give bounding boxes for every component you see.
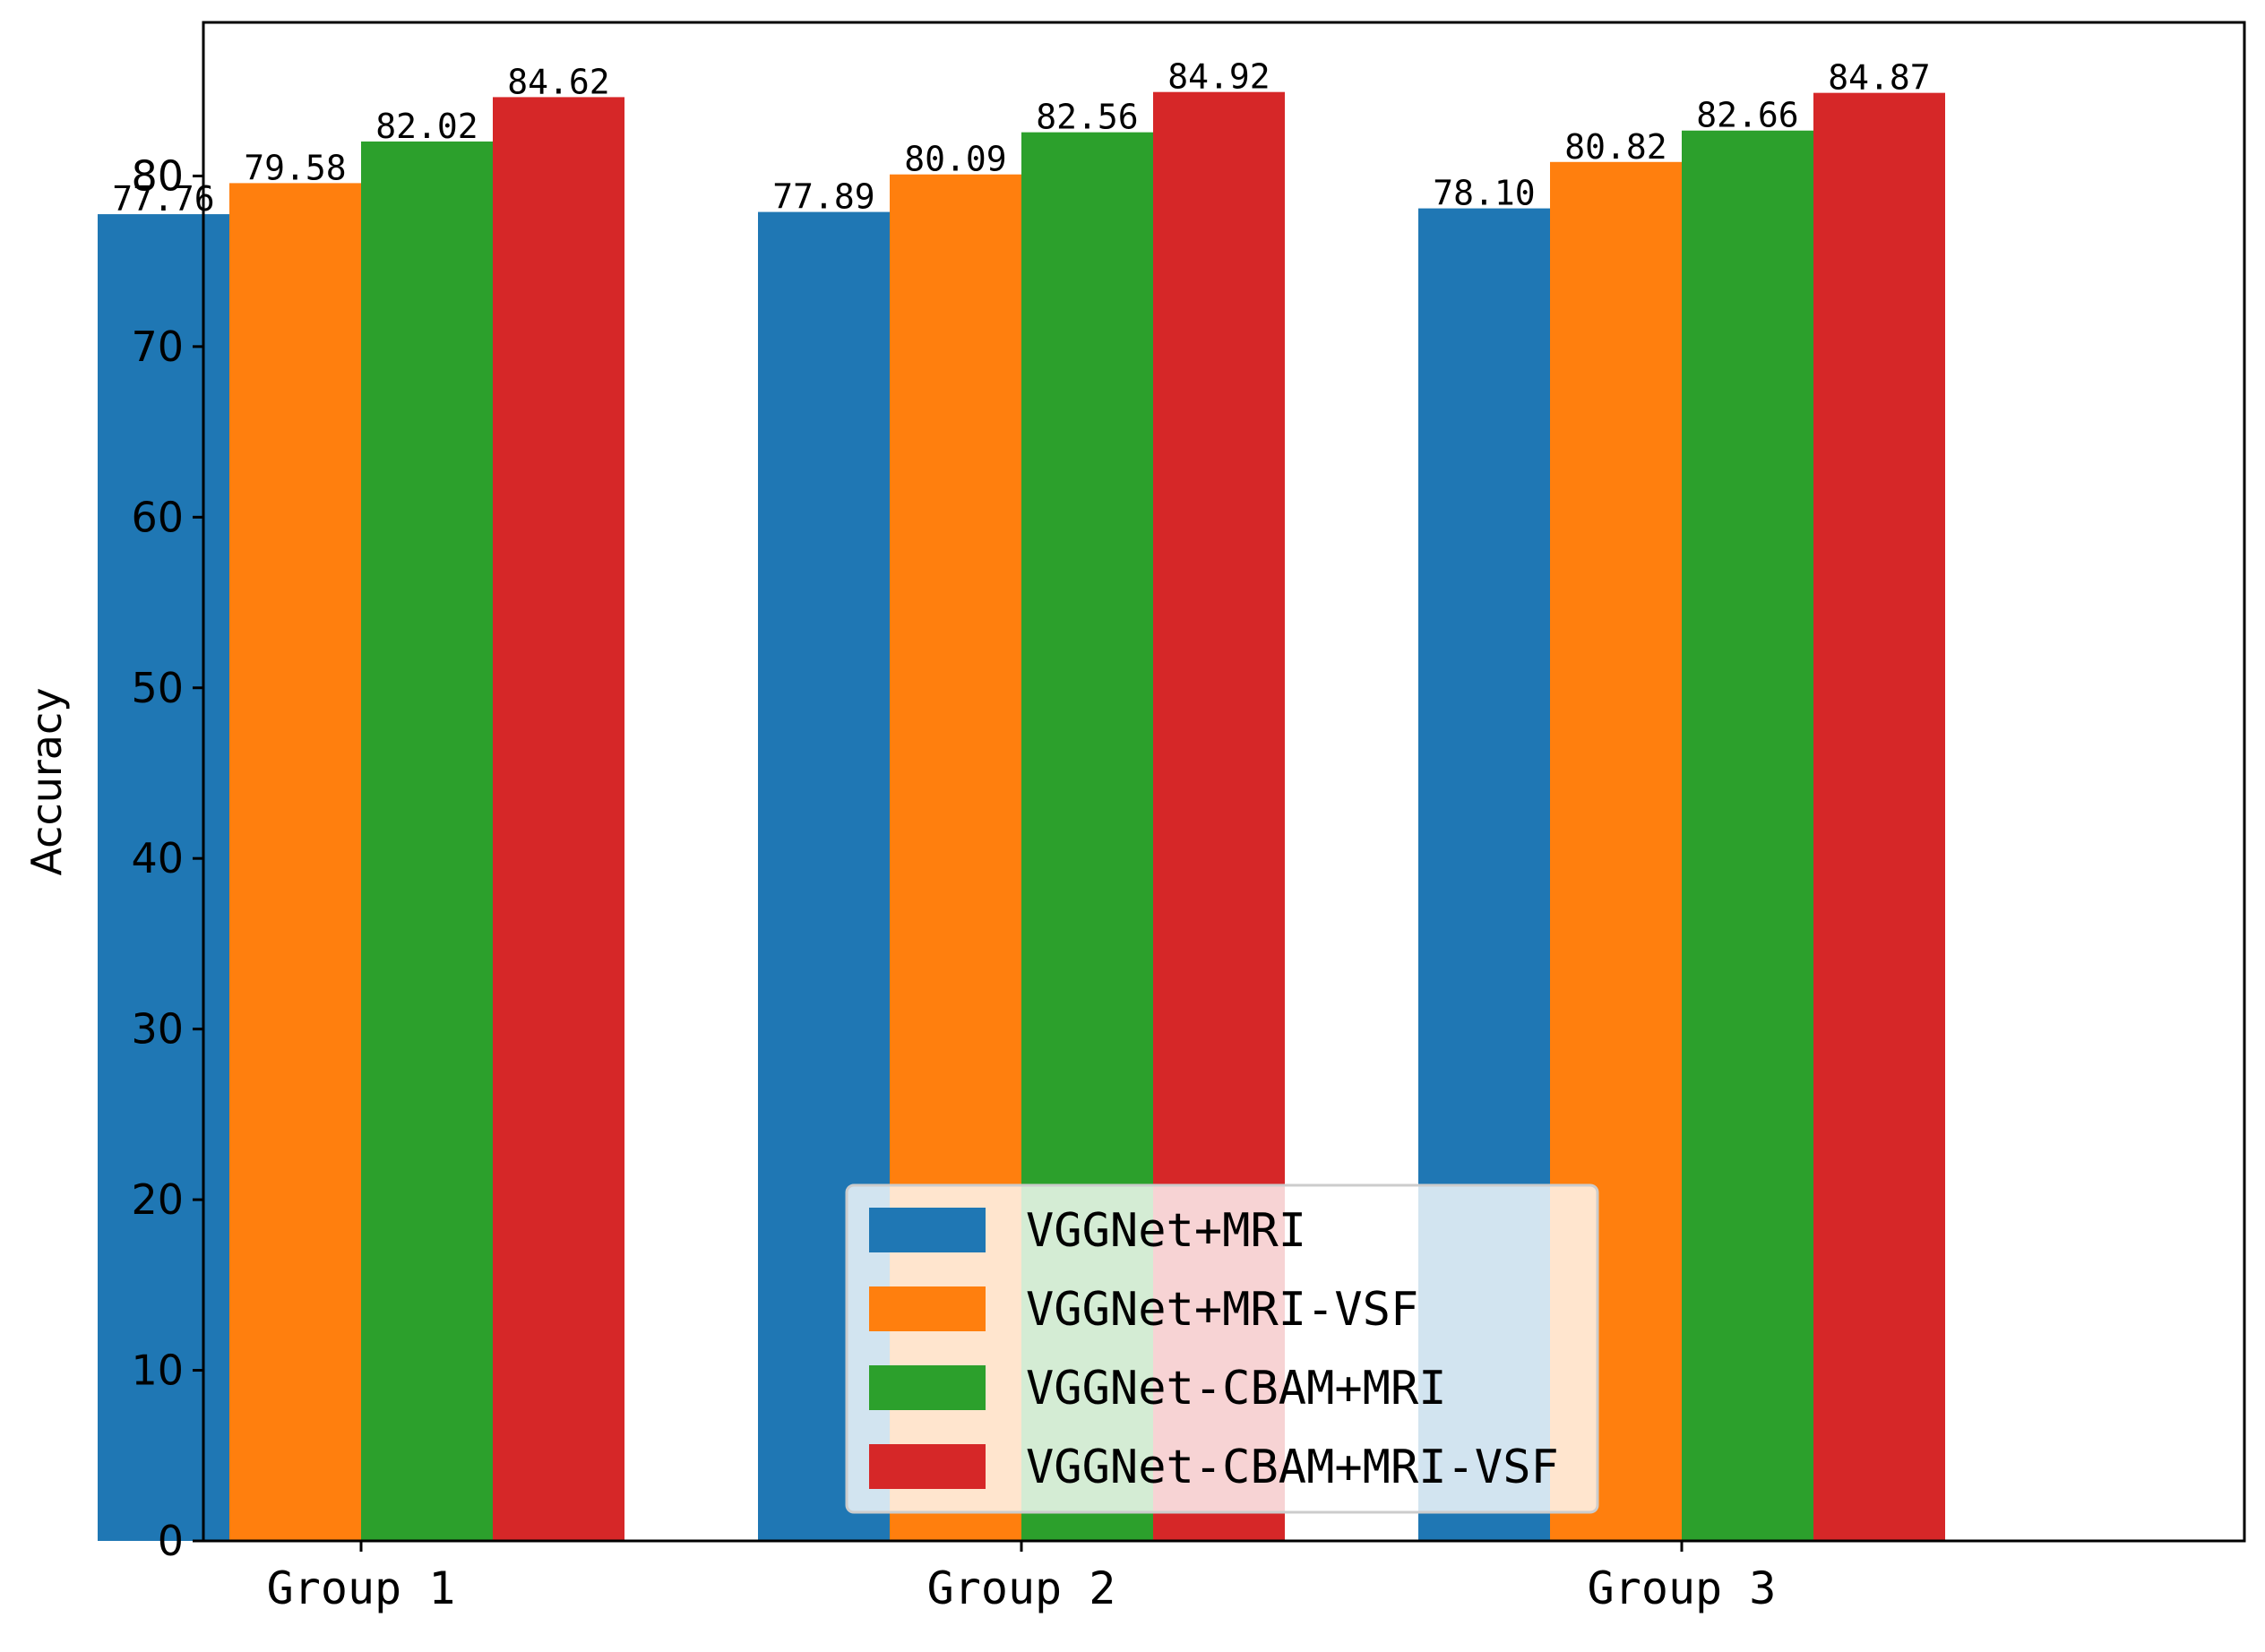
bar-value-label: 77.89	[772, 177, 874, 217]
bar-value-label: 84.92	[1167, 57, 1270, 97]
legend-label: VGGNet+MRI	[1026, 1204, 1306, 1258]
bar-value-label: 79.58	[244, 148, 346, 187]
y-axis-label: Accuracy	[22, 687, 71, 875]
bar-value-label: 84.62	[507, 62, 609, 101]
y-tick-label: 10	[131, 1347, 184, 1395]
bar	[1813, 92, 1945, 1541]
bar	[229, 183, 361, 1542]
x-tick-label: Group 1	[267, 1562, 456, 1614]
legend-label: VGGNet-CBAM+MRI	[1026, 1362, 1447, 1415]
data-labels-layer: 77.76 77.89 78.10 79.58 80.09 80.82 82.02 82.56…	[112, 57, 1930, 219]
bar	[493, 97, 624, 1541]
bar-value-label: 80.09	[904, 140, 1006, 179]
y-tick-label: 40	[131, 834, 184, 882]
x-tick-label: Group 3	[1588, 1562, 1777, 1614]
bar-value-label: 77.76	[112, 179, 214, 219]
y-tick-label: 60	[131, 493, 184, 541]
legend: VGGNet+MRI VGGNet+MRI-VSF VGGNet-CBAM+MRI V…	[845, 1183, 1599, 1514]
bar-value-label: 82.66	[1696, 96, 1798, 135]
legend-swatch	[869, 1365, 986, 1410]
plot-frame	[202, 21, 2246, 1543]
bar	[1682, 130, 1813, 1541]
y-axis: 0 10 20 30 40 50 60 70 80	[131, 151, 203, 1565]
legend-swatch	[869, 1208, 986, 1252]
bar	[98, 214, 229, 1541]
bar-value-label: 84.87	[1828, 58, 1930, 98]
bar-value-label: 80.82	[1564, 127, 1666, 167]
bar-value-label: 82.56	[1036, 98, 1138, 137]
y-tick-label: 80	[131, 151, 184, 200]
legend-label: VGGNet-CBAM+MRI-VSF	[1026, 1441, 1559, 1494]
y-tick-label: 50	[131, 664, 184, 712]
y-tick-label: 30	[131, 1005, 184, 1054]
legend-box	[845, 1183, 1599, 1514]
x-axis: Group 1 Group 2 Group 3	[267, 1541, 1777, 1614]
y-tick-label: 70	[131, 323, 184, 371]
legend-swatch	[869, 1444, 986, 1489]
y-tick-label: 0	[158, 1517, 184, 1565]
legend-swatch	[869, 1286, 986, 1331]
bar-value-label: 82.02	[375, 107, 478, 146]
legend-label: VGGNet+MRI-VSF	[1026, 1283, 1418, 1337]
bar-value-label: 78.10	[1433, 174, 1535, 213]
bar	[361, 141, 493, 1541]
x-tick-label: Group 2	[927, 1562, 1116, 1614]
y-tick-label: 20	[131, 1175, 184, 1224]
